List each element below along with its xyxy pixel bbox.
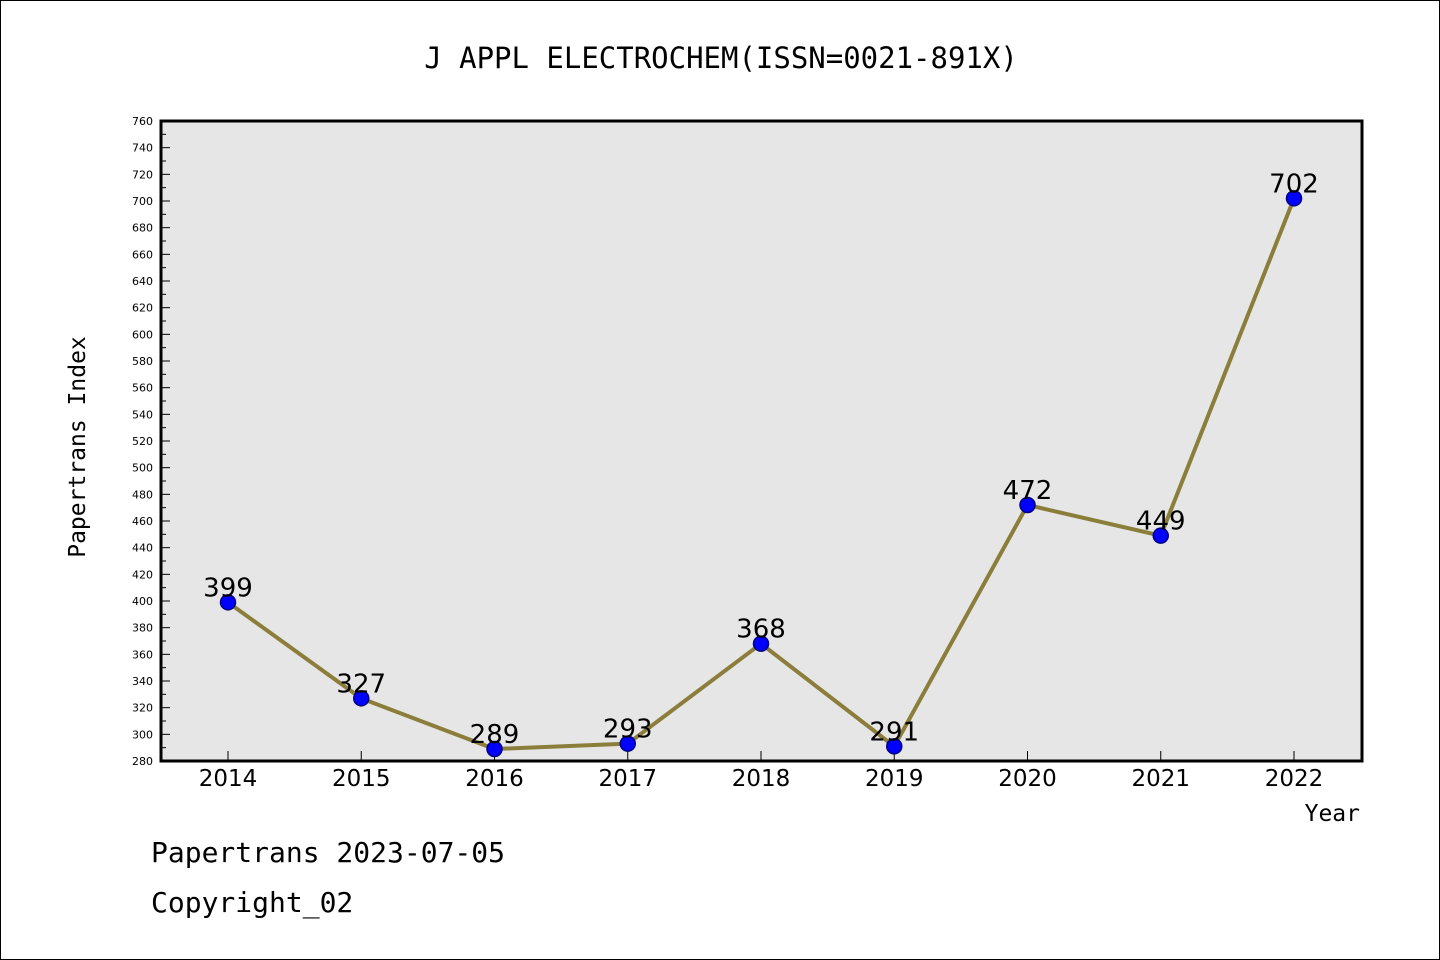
x-tick-label: 2020 <box>998 766 1057 792</box>
y-tick-label: 520 <box>132 435 153 448</box>
series-group <box>219 190 1303 758</box>
footer-date: Papertrans 2023-07-05 <box>151 836 506 869</box>
data-point <box>1152 527 1169 544</box>
y-tick-label: 660 <box>132 248 153 261</box>
data-label: 399 <box>203 573 253 603</box>
x-tick-label: 2017 <box>598 766 657 792</box>
data-point <box>886 738 903 755</box>
y-tick-label: 420 <box>132 568 153 581</box>
y-tick-label: 540 <box>132 408 153 421</box>
x-tick-label: 2019 <box>865 766 924 792</box>
x-tick-label: 2022 <box>1265 766 1324 792</box>
x-tick-label: 2016 <box>465 766 524 792</box>
y-tick-label: 460 <box>132 515 153 528</box>
y-tick-label: 700 <box>132 195 153 208</box>
y-tick-label: 580 <box>132 355 153 368</box>
y-tick-label: 400 <box>132 595 153 608</box>
data-label: 289 <box>470 720 520 750</box>
y-tick-label: 620 <box>132 302 153 315</box>
y-tick-label: 280 <box>132 755 153 768</box>
plot-area <box>159 119 1364 763</box>
x-tick-label: 2014 <box>199 766 258 792</box>
y-tick-label: 560 <box>132 382 153 395</box>
x-axis-label: Year <box>1305 801 1360 827</box>
data-label: 291 <box>869 717 919 747</box>
y-tick-label: 320 <box>132 702 153 715</box>
data-label: 293 <box>603 715 653 745</box>
y-axis-ticks: 280 300 320 340 360 380 400 420 440 460 480 500 520 5… <box>132 115 170 768</box>
data-label: 449 <box>1136 507 1186 537</box>
data-point <box>1019 496 1036 514</box>
y-tick-label: 300 <box>132 728 153 741</box>
data-label: 327 <box>336 669 386 699</box>
data-point <box>486 740 503 758</box>
data-point <box>752 635 770 652</box>
y-tick-label: 340 <box>132 675 153 688</box>
data-point <box>353 690 370 707</box>
data-point <box>219 594 237 611</box>
y-tick-label: 500 <box>132 462 153 475</box>
y-tick-label: 720 <box>132 168 153 181</box>
y-tick-label: 440 <box>132 542 153 555</box>
x-axis-ticks: 2014 2015 2016 2017 2018 2019 2020 2021 2022 <box>199 751 1324 792</box>
data-label: 702 <box>1269 169 1319 199</box>
x-tick-label: 2021 <box>1131 766 1190 792</box>
y-tick-label: 760 <box>132 115 153 128</box>
data-labels: 399 327 289 293 368 291 472 449 702 <box>203 169 1319 750</box>
x-tick-label: 2018 <box>732 766 791 792</box>
y-tick-label: 640 <box>132 275 153 288</box>
data-label: 472 <box>1003 476 1053 506</box>
y-axis-label: Papertrans Index <box>65 336 91 558</box>
data-point <box>1285 190 1303 207</box>
y-tick-label: 480 <box>132 488 153 501</box>
y-tick-label: 600 <box>132 328 153 341</box>
footer-copyright: Copyright_02 <box>151 886 354 919</box>
y-tick-label: 380 <box>132 622 153 635</box>
data-label: 368 <box>736 615 786 645</box>
y-tick-label: 360 <box>132 648 153 661</box>
chart-title: J APPL ELECTROCHEM(ISSN=0021-891X) <box>424 41 1018 75</box>
data-point <box>619 735 636 752</box>
y-tick-label: 680 <box>132 222 153 235</box>
y-tick-label: 740 <box>132 142 153 155</box>
x-tick-label: 2015 <box>332 766 391 792</box>
